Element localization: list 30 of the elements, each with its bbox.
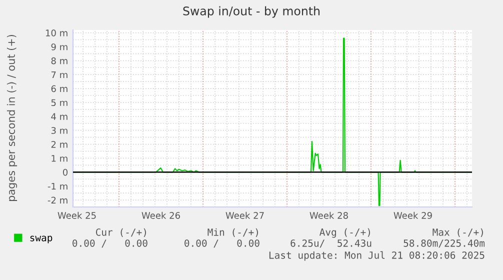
text: Avg (-/+) — [320, 228, 370, 238]
y-tick-label: 2 m — [51, 141, 68, 148]
x-tick-label: Week 27 — [226, 212, 264, 219]
y-tick-label: -1 m — [48, 182, 68, 190]
text: Cur (-/+) — [96, 228, 146, 237]
y-tick-label: 4 m — [51, 113, 68, 120]
text: 58.80m/225.40m — [404, 239, 485, 248]
y-tick-label: 9 m — [51, 43, 68, 50]
text: Last update: Mon Jul 21 08:20:06 2025 — [269, 251, 484, 261]
x-tick-label: Week 25 — [58, 212, 96, 219]
y-tick-label: 6 m — [51, 85, 68, 92]
y-tick-label: 3 m — [51, 127, 68, 134]
x-tick-label: Week 28 — [310, 212, 348, 219]
text: Max (-/+) — [432, 228, 483, 237]
text: 0.00 / 0.00 — [184, 239, 260, 248]
y-tick-label: -2 m — [48, 196, 68, 204]
text: 6.25u/ 52.43u — [290, 239, 372, 248]
text: 0.00 / 0.00 — [72, 239, 148, 248]
y-axis-title: pages per second in (-) / out (+) — [6, 34, 18, 201]
y-tick-label: 10 m — [46, 30, 68, 36]
y-tick-label: 7 m — [51, 71, 68, 78]
x-tick-label: Week 29 — [394, 212, 432, 219]
y-tick-label: 5 m — [51, 99, 68, 106]
chart-title: Swap in/out - by month — [183, 6, 320, 18]
y-tick-label: 1 m — [52, 155, 68, 162]
y-tick-label: 8 m — [51, 57, 68, 64]
x-tick-label: Week 26 — [142, 212, 180, 219]
legend-label: swap — [30, 236, 52, 244]
text: Min (-/+) — [208, 228, 258, 237]
y-tick-label: 0 — [62, 168, 68, 176]
